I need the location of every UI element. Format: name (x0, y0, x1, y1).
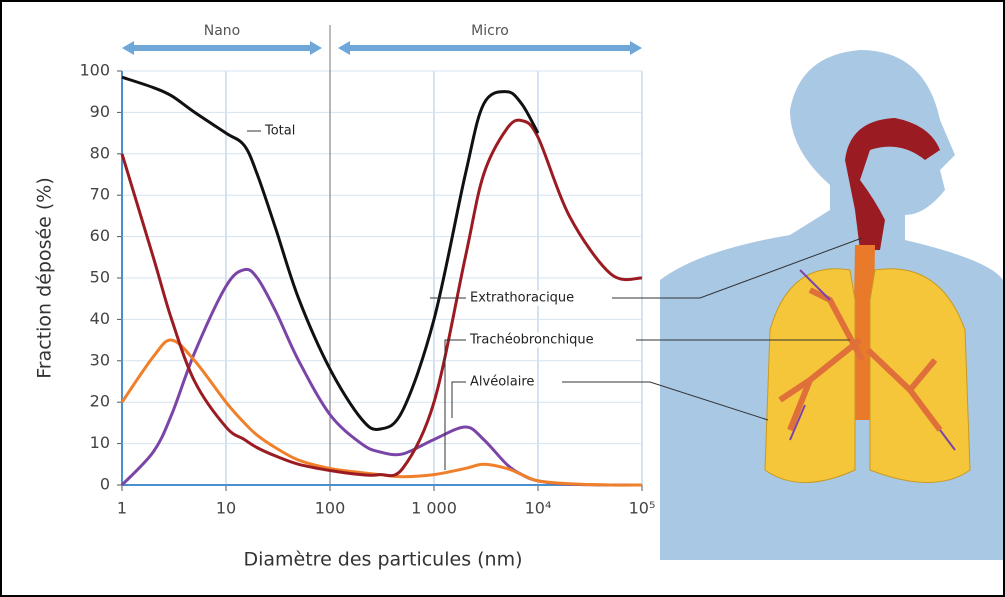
x-tick-label: 1 (117, 499, 127, 518)
annotation-line (444, 339, 850, 470)
y-tick-label: 30 (90, 350, 110, 369)
region-label: Nano (204, 23, 241, 39)
x-tick-label: 10 (216, 499, 236, 518)
series-label-bg (468, 374, 537, 390)
body-illustration (660, 50, 1003, 560)
y-tick-label: 10 (90, 433, 110, 452)
y-tick-label: 50 (90, 268, 110, 287)
annotation-line (451, 381, 769, 421)
y-tick-label: 40 (90, 309, 110, 328)
series-label-bg (468, 290, 577, 306)
y-tick-label: 90 (90, 102, 110, 121)
y-axis-label: Fraction déposée (%) (34, 177, 56, 379)
series-label-bg (467, 332, 596, 348)
series-line (121, 75, 540, 431)
x-tick-label: 100 (315, 499, 346, 518)
y-tick-label: 20 (90, 392, 110, 411)
x-tick-label: 10⁵ (629, 499, 656, 518)
region-arrow (130, 45, 314, 51)
y-tick-label: 70 (90, 185, 110, 204)
region-arrow (346, 45, 634, 51)
series-label: Alvéolaire (470, 375, 534, 390)
region-label: Micro (471, 23, 509, 39)
y-tick-label: 60 (90, 226, 110, 245)
y-tick-label: 100 (79, 61, 110, 80)
series-label: Total (264, 124, 295, 139)
y-tick-label: 80 (90, 143, 110, 162)
series-label: Trachéobronchique (469, 333, 594, 348)
x-tick-label: 10⁴ (525, 499, 552, 518)
y-tick-label: 0 (100, 475, 110, 494)
x-tick-label: 1 000 (411, 499, 457, 518)
annotation-line (430, 237, 863, 299)
series-label: Extrathoracique (470, 291, 574, 306)
x-axis-label: Diamètre des particules (nm) (243, 549, 522, 571)
series-line (120, 118, 643, 478)
series-label-bg (262, 123, 298, 139)
